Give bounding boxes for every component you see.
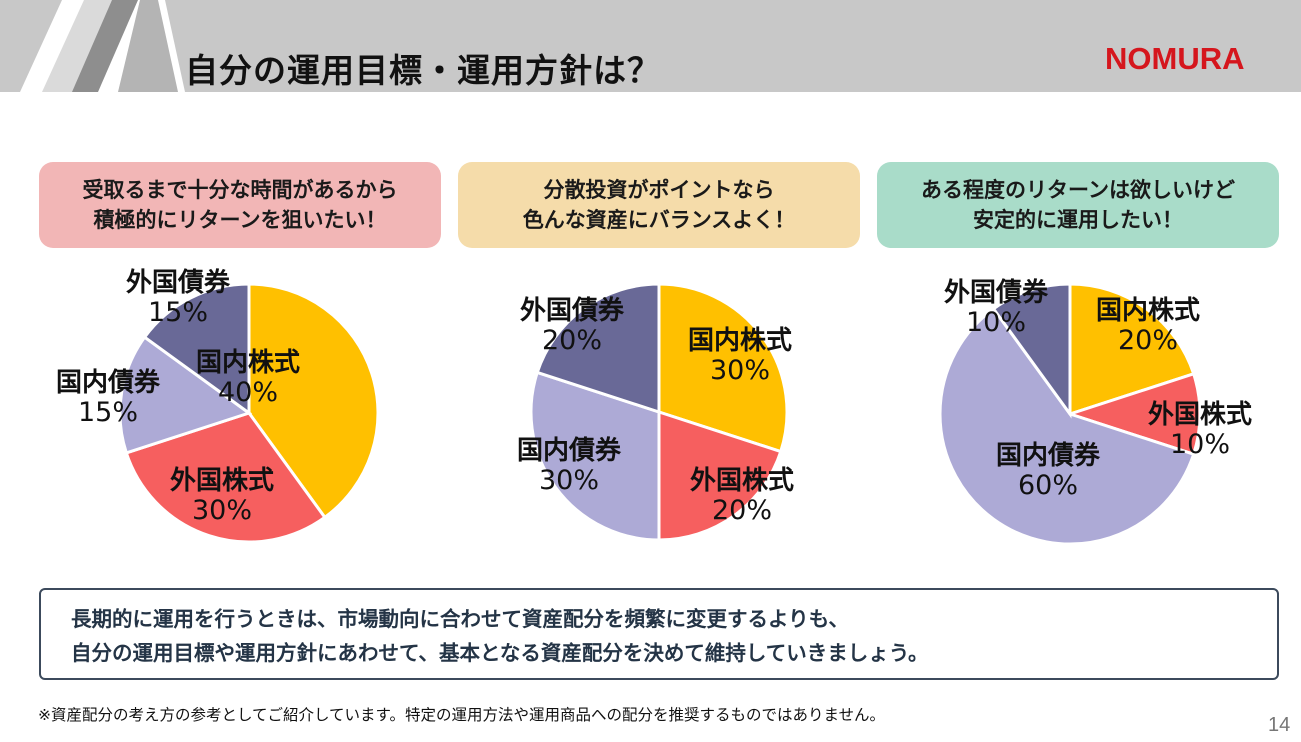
header-stripe-right (118, 0, 178, 92)
pie-slice-foreign-bond (142, 282, 251, 416)
pie-label-percent: 15% (77, 397, 139, 428)
footnote: ※資産配分の考え方の参考としてご紹介しています。特定の運用方法や運用商品への配分… (38, 706, 886, 724)
pie-slice-domestic-stock (247, 282, 380, 520)
header-stripe-left (42, 0, 116, 92)
pie-slice-foreign-stock (124, 411, 327, 544)
pie-label-percent: 20% (711, 495, 773, 526)
pie-label-domestic-bond: 国内債券 30% (517, 436, 621, 496)
pie-slice-foreign-stock (657, 409, 783, 542)
pie-slice-domestic-stock (657, 282, 789, 454)
pie-label-percent: 20% (1117, 325, 1179, 356)
pie-label-foreign-bond: 外国債券 15% (126, 268, 230, 328)
pie-slice-foreign-stock (1065, 371, 1202, 457)
profile-bubble-line: 色んな資産にバランスよく！ (522, 208, 796, 232)
profile-bubble-line: 受取るまで十分な時間があるから (82, 178, 398, 202)
pie-label-name: 外国債券 (943, 278, 1049, 308)
pie-slice-foreign-bond (535, 282, 661, 415)
header-gray-bar (0, 0, 1301, 92)
header-bar: 自分の運用目標・運用方針は？ NOMURA (0, 0, 1301, 92)
nomura-logo: NOMURA (1105, 41, 1245, 76)
pie-label-name: 国内株式 (687, 326, 793, 356)
pie-label-domestic-bond: 国内債券 15% (56, 368, 160, 428)
pie-label-name: 国内債券 (516, 436, 622, 466)
pie-label-foreign-bond: 外国債券 10% (944, 278, 1048, 338)
pie-label-foreign-stock: 外国株式 20% (690, 466, 794, 526)
pie-slice-domestic-bond (118, 335, 253, 455)
pie-label-percent: 10% (1169, 429, 1231, 460)
header-stripe-mid (72, 0, 138, 92)
profile-bubble-balanced: 分散投資がポイントなら 色んな資産にバランスよく！ (458, 162, 860, 248)
header-background (0, 0, 1301, 92)
pie-label-percent: 30% (538, 465, 600, 496)
pie-label-percent: 30% (191, 495, 253, 526)
pie-slice-domestic-bond (529, 370, 661, 542)
page-number: 14 (1268, 714, 1291, 736)
pie-label-foreign-stock: 外国株式 30% (170, 466, 274, 526)
pie-label-name: 外国債券 (519, 296, 625, 326)
pie-label-name: 国内株式 (1095, 296, 1201, 326)
pie-label-percent: 30% (709, 355, 771, 386)
pie-svg (529, 282, 789, 542)
profile-bubble-aggressive: 受取るまで十分な時間があるから 積極的にリターンを狙いたい！ (39, 162, 441, 248)
pie-label-name: 国内債券 (995, 441, 1101, 471)
page-title: 自分の運用目標・運用方針は？ (185, 51, 661, 90)
summary-box: 長期的に運用を行うときは、市場動向に合わせて資産配分を頻繁に変更するよりも、 自… (39, 588, 1279, 680)
pie-label-percent: 20% (541, 325, 603, 356)
pie-chart-stable: 国内株式 20% 外国株式 10% 国内債券 60% 外国債券 10% (938, 278, 1252, 546)
pie-label-domestic-stock: 国内株式 40% (196, 348, 300, 408)
profile-bubble-line: 安定的に運用したい！ (973, 208, 1183, 232)
summary-line: 長期的に運用を行うときは、市場動向に合わせて資産配分を頻繁に変更するよりも、 (71, 607, 849, 631)
pie-label-percent: 40% (217, 377, 279, 408)
pie-label-name: 外国債券 (125, 268, 231, 298)
pie-svg (938, 282, 1202, 546)
pie-label-foreign-bond: 外国債券 20% (520, 296, 624, 356)
profile-bubble-line: ある程度のリターンは欲しいけど (921, 178, 1235, 202)
pie-slice-domestic-bond (938, 306, 1196, 546)
pie-label-name: 外国株式 (169, 466, 275, 496)
pie-svg (118, 282, 380, 544)
pie-slice-foreign-bond (991, 282, 1072, 419)
profile-bubble-stable: ある程度のリターンは欲しいけど 安定的に運用したい！ (877, 162, 1279, 248)
pie-label-name: 国内債券 (55, 368, 161, 398)
pie-slice-domestic-stock (1068, 282, 1196, 417)
pie-label-domestic-stock: 国内株式 30% (688, 326, 792, 386)
pie-label-percent: 10% (965, 307, 1027, 338)
pie-label-domestic-bond: 国内債券 60% (996, 441, 1100, 501)
pie-label-name: 外国株式 (689, 466, 795, 496)
pie-chart-aggressive: 国内株式 40% 外国株式 30% 国内債券 15% 外国債券 15% (56, 268, 380, 544)
pie-label-name: 外国株式 (1147, 400, 1253, 430)
summary-line: 自分の運用目標や運用方針にあわせて、基本となる資産配分を決めて維持していきましょ… (71, 641, 929, 665)
profile-bubble-line: 積極的にリターンを狙いたい！ (93, 208, 387, 232)
pie-chart-balanced: 国内株式 30% 外国株式 20% 国内債券 30% 外国債券 20% (517, 282, 794, 542)
pie-label-percent: 15% (147, 297, 209, 328)
pie-label-foreign-stock: 外国株式 10% (1148, 400, 1252, 460)
pie-label-name: 国内株式 (195, 348, 301, 378)
profile-bubble-line: 分散投資がポイントなら (543, 178, 775, 202)
pie-label-domestic-stock: 国内株式 20% (1096, 296, 1200, 356)
pie-label-percent: 60% (1017, 470, 1079, 501)
